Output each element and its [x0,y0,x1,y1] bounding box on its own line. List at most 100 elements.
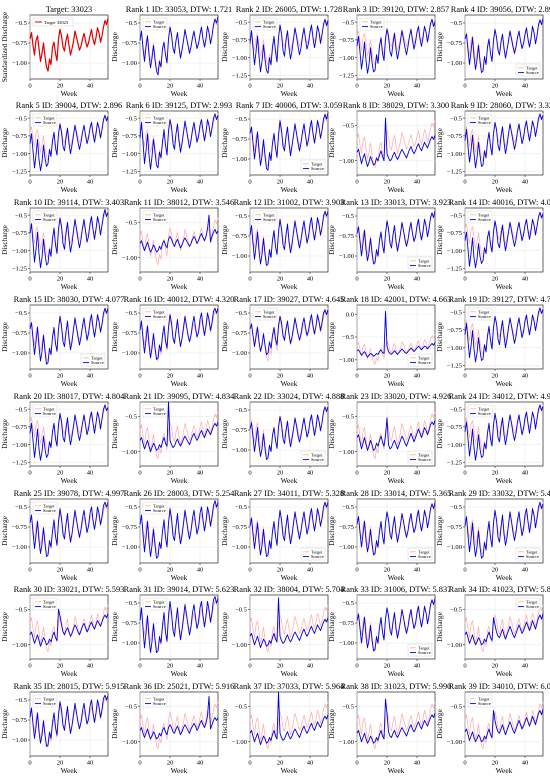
y-tick-label: −1.00 [12,642,28,649]
y-tick-label: −0.5 [15,212,28,219]
y-axis-label: Discharge [327,515,336,546]
y-axis-label: Discharge [110,224,119,255]
x-tick-label: 0 [355,663,359,670]
y-tick-label: −0.5 [342,413,355,420]
legend-label-source: Source [43,120,56,125]
subplot-title: Rank 26 ID: 28003, DTW: 5.254 [124,489,235,498]
x-tick-label: 20 [167,760,174,767]
target-series-line [29,18,109,72]
source-series-line [249,691,329,746]
x-axis-label: Week [281,573,298,582]
y-tick-label: −1.00 [232,642,248,649]
legend-label-source: Source [153,314,166,319]
x-tick-label: 20 [57,663,64,670]
x-axis-label: Week [281,379,298,388]
y-tick-label: −1.25 [447,460,463,467]
y-axis-label: Discharge [0,321,9,352]
x-tick-label: 20 [57,373,64,380]
y-tick-label: −0.75 [339,524,355,531]
x-tick-label: 20 [277,373,284,380]
target-series-line [464,404,544,453]
y-axis-label: Standardized Discharge [0,11,9,82]
y-tick-label: −0.5 [450,703,463,710]
subplot: 0 20 40 −0.5 −1.00 Rank 34 ID: 41023, DTW: 5.… [435,585,550,678]
target-series-line [29,113,109,162]
x-tick-label: 40 [522,276,529,283]
target-series-line [249,17,329,66]
x-axis-label: Week [61,669,78,678]
legend-label-target: Target [418,645,430,650]
x-tick-label: 0 [138,663,142,670]
source-series-line [139,16,219,76]
x-tick-label: 0 [138,567,142,574]
y-tick-label: −1.00 [12,350,28,357]
y-tick-label: −0.5 [125,310,138,317]
y-tick-label: −0.75 [12,717,28,724]
y-axis-label: Discharge [110,127,119,158]
y-tick-label: −1.00 [122,739,138,746]
x-tick-label: 40 [87,470,94,477]
x-axis-label: Week [496,89,513,98]
y-tick-label: −1.00 [447,248,463,255]
x-tick-label: 0 [355,470,359,477]
subplot-title: Rank 38 ID: 31023, DTW: 5.990 [341,682,452,691]
y-tick-label: −0.5 [342,19,355,26]
target-series-line [249,701,329,750]
y-axis-label: Discharge [435,708,444,739]
y-tick-label: −0.75 [122,620,138,627]
x-tick-label: 0 [248,83,252,90]
subplot: 0 20 40 −0.5 −0.75 −1.00 Rank 15 ID: 38030, DT… [0,295,124,388]
x-tick-label: 0 [355,83,359,90]
source-series-line [139,596,219,654]
x-tick-label: 20 [57,760,64,767]
legend-label-source: Source [43,508,56,513]
legend-label-target: Target [43,503,55,508]
legend-label-source: Source [153,701,166,706]
subplot-title: Rank 29 ID: 33032, DTW: 5.416 [449,489,550,498]
x-tick-label: 0 [355,179,359,186]
legend-label-source: Source [153,604,166,609]
x-tick-label: 20 [167,470,174,477]
source-series-line [249,501,329,558]
x-axis-label: Week [496,282,513,291]
source-series-line [29,114,109,172]
x-tick-label: 40 [522,760,529,767]
subplot: 0 20 40 −0.5 −0.75 −1.00 −1.25 Rank 2 ID: 26005… [220,5,342,98]
source-series-line [356,417,436,451]
y-tick-label: −0.5 [450,115,463,122]
legend-label-target: Target [153,309,165,314]
legend-label-target: Target 33023 [44,20,69,25]
x-tick-label: 20 [167,373,174,380]
subplot: 0 20 40 −0.5 −0.75 −1.00 Rank 25 ID: 39078, DT… [0,489,124,582]
subplot-title: Rank 3 ID: 39120, DTW: 2.857 [343,5,449,14]
x-tick-label: 40 [522,179,529,186]
y-tick-label: −0.75 [232,330,248,337]
x-tick-label: 20 [492,83,499,90]
legend-label-target: Target [478,115,490,120]
y-tick-label: −1.00 [232,447,248,454]
x-tick-label: 20 [492,663,499,670]
y-tick-label: −0.75 [339,620,355,627]
x-tick-label: 20 [57,567,64,574]
legend-label-source: Source [311,166,324,171]
x-axis-label: Week [388,669,405,678]
x-tick-label: 0 [28,83,32,90]
x-axis-label: Week [496,476,513,485]
x-tick-label: 20 [384,470,391,477]
x-tick-label: 40 [414,179,421,186]
subplot-title: Rank 21 ID: 39095, DTW: 4.834 [124,392,235,401]
y-tick-label: −0.5 [450,309,463,316]
x-tick-label: 20 [167,179,174,186]
y-tick-label: −0.5 [342,504,355,511]
x-axis-label: Week [496,379,513,388]
legend-label-target: Target [153,406,165,411]
x-tick-label: 0 [248,760,252,767]
x-axis-label: Week [61,185,78,194]
y-tick-label: −1.25 [447,363,463,370]
y-axis-label: Discharge [0,515,9,546]
